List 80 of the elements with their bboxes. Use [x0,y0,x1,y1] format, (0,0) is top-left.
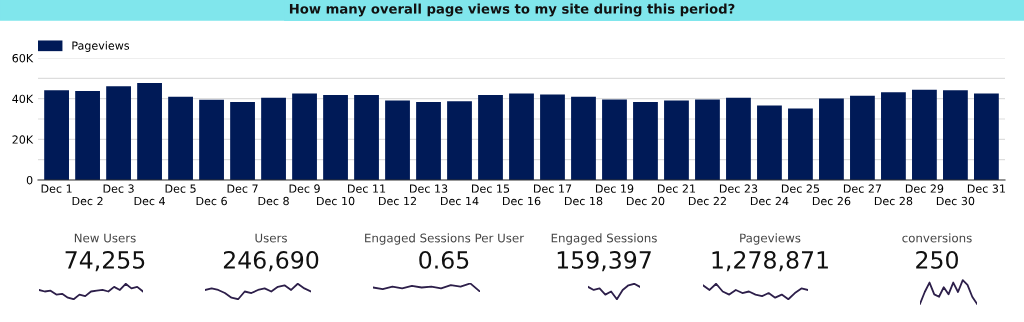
chart-title: Engaged Sessions Per User [365,233,525,245]
chart-title: Pageviews [740,233,801,245]
chart-title: New Users [74,233,136,243]
x-tick-label: Dec 5 [165,184,196,193]
bar [106,86,131,180]
bar [912,89,937,180]
bar [571,96,596,180]
x-tick-label: Dec 12 [379,196,416,206]
x-tick-label: Dec 29 [905,184,944,193]
x-tick-label: Dec 19 [595,184,634,193]
x-tick-label: Dec 28 [874,196,913,206]
bar [75,90,100,180]
x-tick-label: Dec 22 [688,196,726,206]
x-tick-label: Dec 2 [72,196,103,206]
x-tick-label: Dec 23 [719,184,758,193]
x-tick-label: Dec 11 [348,184,386,193]
x-tick-label: Dec 21 [657,184,696,193]
chart-subtitle: 250 [916,250,958,269]
x-tick-label: Dec 30 [936,196,975,206]
x-tick-label: Dec 13 [410,184,448,193]
bar [695,99,720,180]
y-tick-label: 20K [12,135,34,144]
bar [261,97,286,180]
x-tick-label: Dec 7 [227,184,258,193]
chart-subtitle: 1,278,871 [712,250,828,272]
y-tick-label: 60K [12,53,34,63]
chart-title: Engaged Sessions [551,233,657,245]
x-tick-label: Dec 15 [472,184,510,193]
x-tick-label: Dec 25 [781,184,820,193]
chart-title: conversions [902,233,972,243]
x-tick-label: Dec 18 [564,196,603,206]
x-tick-label: Dec 8 [258,196,289,206]
bar [168,96,193,180]
bar [850,95,875,180]
bar [292,93,317,180]
bar [230,102,255,180]
bar [137,83,162,180]
y-tick-label: 0 [26,175,33,185]
bar [354,95,379,180]
x-tick-label: Dec 10 [317,196,355,206]
x-tick-label: Dec 27 [843,184,882,193]
legend-label: Pageviews [72,41,130,52]
x-tick-label: Dec 31 [967,184,1005,193]
chart-title: Users [255,233,287,243]
bar [633,102,658,180]
x-tick-label: Dec 26 [812,196,851,206]
bar [509,93,534,180]
x-tick-label: Dec 4 [134,196,165,206]
x-tick-label: Dec 6 [196,196,227,206]
bar [447,101,472,180]
chart-subtitle: 246,690 [223,250,319,272]
bar [664,100,689,180]
x-tick-label: Dec 16 [503,196,541,206]
bar [602,99,627,180]
bar [788,108,813,180]
bar [881,92,906,180]
x-tick-label: Dec 9 [289,184,320,193]
x-tick-label: Dec 24 [750,196,789,206]
bar [478,95,503,180]
bar [44,90,69,180]
x-tick-label: Dec 14 [441,196,479,206]
bar [385,100,410,180]
chart-subtitle: 74,255 [65,250,145,272]
x-tick-label: Dec 17 [534,184,572,193]
x-tick-label: Dec 20 [626,196,665,206]
bar [323,95,348,180]
y-tick-label: 40K [12,94,34,104]
chart-subtitle: 159,397 [557,250,651,272]
bar [819,98,844,180]
bar [943,90,968,180]
x-tick-label: Dec 3 [103,184,134,193]
bar [199,99,224,180]
x-tick-label: Dec 1 [41,184,72,193]
bar [726,97,751,180]
bar [540,94,565,180]
chart-title: How many overall page views to my site during this period? [289,3,735,17]
bar [974,93,999,180]
bar [416,102,441,180]
bar [757,105,782,180]
chart-subtitle: 0.65 [419,250,469,269]
